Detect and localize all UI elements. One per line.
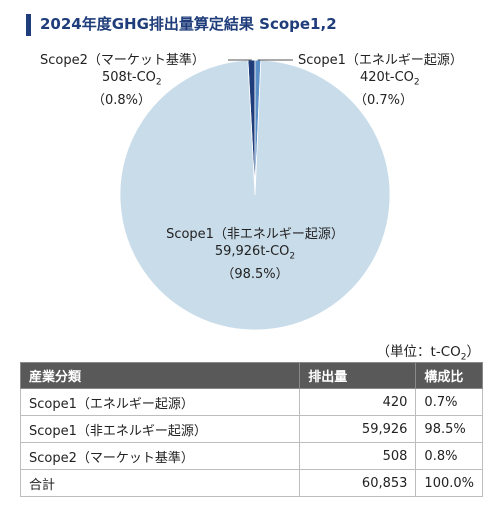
unit-label: （単位：t-CO2） [376,344,480,363]
label-scope1-nonenergy-name: Scope1（非エネルギー起源） [166,227,344,242]
label-scope1-energy-name: Scope1（エネルギー起源） [298,53,463,68]
chart-title: 2024年度GHG排出量算定結果 Scope1,2 [40,15,337,33]
header-share: 構成比 [415,362,483,389]
cell-category: Scope1（非エネルギー起源） [19,415,301,443]
cell-share: 0.7% [415,388,483,416]
label-scope1-nonenergy-value: 59,926t-CO2 [214,244,296,262]
table-row: Scope2（マーケット基準） 508 0.8% [19,442,483,470]
cell-category: 合計 [19,469,301,497]
label-scope2: Scope2（マーケット基準） 508t-CO2 （0.8%） [40,52,205,109]
label-scope2-percent: （0.8%） [92,92,152,108]
table-header-row: 産業分類 排出量 構成比 [19,362,483,389]
table-row: Scope1（エネルギー起源） 420 0.7% [19,388,483,416]
slice-scope1-nonenergy [119,59,391,331]
title-accent-bar [26,14,31,36]
label-scope1-energy: Scope1（エネルギー起源） 420t-CO2 （0.7%） [298,52,463,109]
cell-share: 100.0% [415,469,483,497]
label-scope1-energy-percent: （0.7%） [354,92,414,108]
cell-emissions: 508 [299,442,417,470]
header-emissions: 排出量 [299,362,417,389]
cell-emissions: 420 [299,388,417,416]
cell-category: Scope1（エネルギー起源） [19,388,301,416]
cell-share: 0.8% [415,442,483,470]
header-category: 産業分類 [19,362,301,389]
cell-emissions: 60,853 [299,469,417,497]
emissions-table: 産業分類 排出量 構成比 Scope1（エネルギー起源） 420 0.7% Sc… [19,362,483,497]
table-row: Scope1（非エネルギー起源） 59,926 98.5% [19,415,483,443]
cell-emissions: 59,926 [299,415,417,443]
label-scope1-nonenergy: Scope1（非エネルギー起源） 59,926t-CO2 （98.5%） [150,226,360,283]
label-scope2-name: Scope2（マーケット基準） [40,53,205,68]
cell-share: 98.5% [415,415,483,443]
cell-category: Scope2（マーケット基準） [19,442,301,470]
label-scope1-energy-value: 420t-CO2 [360,70,420,88]
label-scope1-nonenergy-percent: （98.5%） [221,266,289,282]
label-scope2-value: 508t-CO2 [102,70,162,88]
table-total-row: 合計 60,853 100.0% [19,469,483,497]
pie-chart [119,59,391,331]
